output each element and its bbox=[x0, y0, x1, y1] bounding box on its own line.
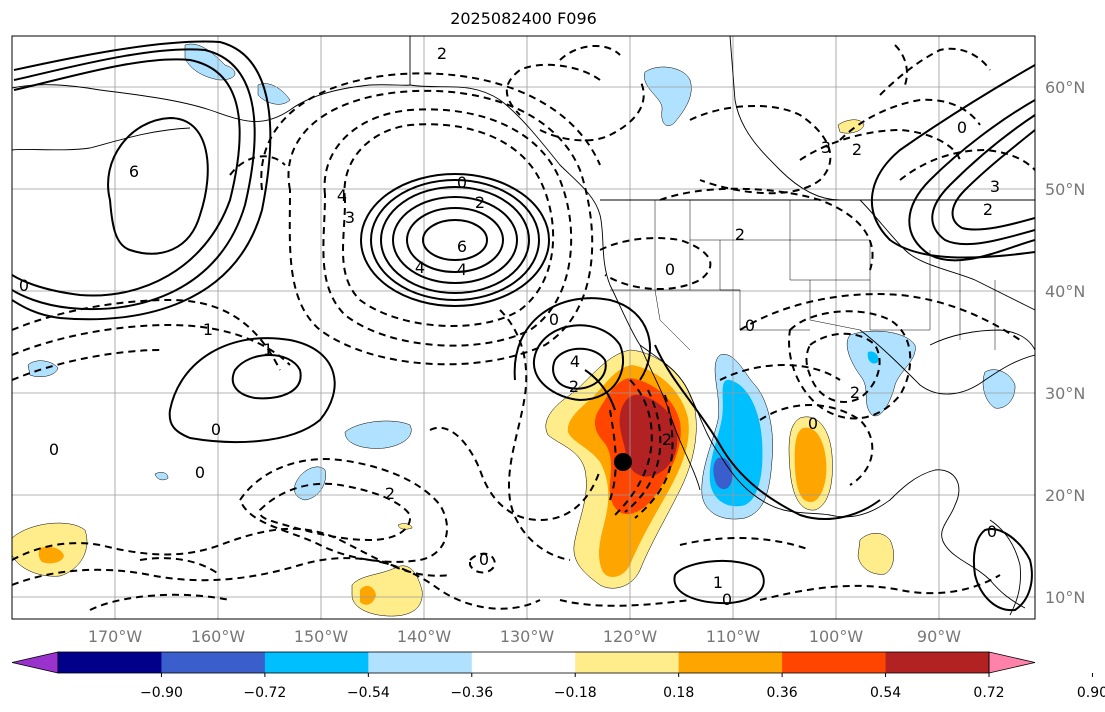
dashed-contours bbox=[12, 44, 1035, 611]
contour-label: 0 bbox=[457, 173, 467, 192]
contour-label: 0 bbox=[479, 550, 489, 569]
contour-label: 0 bbox=[745, 316, 755, 335]
negative-anomaly-fill-lightblue bbox=[644, 66, 692, 126]
contour-label: 2 bbox=[983, 200, 993, 219]
negative-anomaly-fill-lightblue bbox=[344, 420, 412, 449]
contour-label: 1 bbox=[713, 573, 723, 592]
longitude-label: 90°W bbox=[917, 627, 961, 646]
colorbar-tick-label: 0.90 bbox=[1077, 685, 1105, 701]
contour-label: 4 bbox=[457, 260, 467, 279]
contour-label: 0 bbox=[722, 590, 732, 609]
contour-label: 3 bbox=[990, 177, 1000, 196]
map-frame bbox=[11, 35, 1036, 620]
contour-label: 6 bbox=[129, 162, 139, 181]
colorbar-tick-label: −0.36 bbox=[450, 685, 493, 701]
contour-label: 2 bbox=[385, 484, 395, 503]
longitude-label: 120°W bbox=[603, 627, 658, 646]
contour-label: 0 bbox=[987, 522, 997, 541]
contour-label: 3 bbox=[821, 138, 831, 157]
contour-label: 4 bbox=[337, 186, 347, 205]
latitude-label: 30°N bbox=[1045, 384, 1085, 403]
contour-label: 2 bbox=[475, 193, 485, 212]
coastlines bbox=[12, 36, 1035, 616]
contour-label: 4 bbox=[415, 258, 425, 277]
longitude-label: 150°W bbox=[294, 627, 349, 646]
solid-contours bbox=[12, 40, 1035, 612]
latitude-label: 10°N bbox=[1045, 588, 1085, 607]
latitude-label: 60°N bbox=[1045, 78, 1085, 97]
colorbar-segment bbox=[575, 652, 680, 673]
colorbar-segment bbox=[471, 652, 576, 673]
contour-label: 2 bbox=[852, 140, 862, 159]
contour-label: 1 bbox=[203, 320, 213, 339]
colorbar-tick-label: 0.36 bbox=[767, 685, 798, 701]
colorbar-segment bbox=[161, 652, 266, 673]
longitude-label: 100°W bbox=[809, 627, 864, 646]
colorbar-tick-label: 0.72 bbox=[973, 685, 1004, 701]
colorbar-segment bbox=[782, 652, 887, 673]
colorbar-extend-low bbox=[11, 651, 59, 674]
negative-anomaly-fill-lightblue bbox=[294, 466, 326, 501]
contour-label: 2 bbox=[735, 225, 745, 244]
positive-anomaly-fill-orange bbox=[360, 585, 376, 605]
negative-anomaly-fill-darkblue bbox=[713, 457, 733, 490]
shaded-fields bbox=[12, 43, 1016, 617]
longitude-label: 130°W bbox=[500, 627, 555, 646]
negative-anomaly-fill-blue bbox=[867, 351, 879, 364]
positive-anomaly-fill-orange bbox=[794, 427, 827, 503]
colorbar-tick-label: −0.54 bbox=[347, 685, 390, 701]
point-marker bbox=[614, 453, 632, 471]
contour-label: 0 bbox=[957, 118, 967, 137]
contour-label: 0 bbox=[195, 463, 205, 482]
latitude-labels: 60°N 50°N 40°N 30°N 20°N 10°N bbox=[1045, 78, 1085, 607]
map-plot-area bbox=[12, 36, 1035, 619]
longitude-label: 160°W bbox=[191, 627, 246, 646]
longitude-label: 110°W bbox=[706, 627, 761, 646]
longitude-labels: 170°W 160°W 150°W 140°W 130°W 120°W 110°W 100°W… bbox=[88, 627, 961, 646]
positive-anomaly-fill-yellow bbox=[857, 533, 894, 575]
contour-label: 6 bbox=[457, 237, 467, 256]
negative-anomaly-fill-lightblue bbox=[154, 472, 169, 481]
colorbar-frame bbox=[57, 651, 990, 674]
contour-label: 0 bbox=[808, 414, 818, 433]
colorbar-tick-label: −0.90 bbox=[140, 685, 183, 701]
colorbar-tick-label: 0.18 bbox=[663, 685, 694, 701]
contour-label: 0 bbox=[19, 276, 29, 295]
contour-label: 1 bbox=[263, 340, 273, 359]
contour-label: 0 bbox=[665, 260, 675, 279]
positive-anomaly-fill-yellow bbox=[837, 119, 865, 134]
colorbar-tick-label: −0.18 bbox=[554, 685, 597, 701]
negative-anomaly-fill-lightblue bbox=[27, 360, 59, 377]
colorbar-tick-label: 0.54 bbox=[870, 685, 901, 701]
contour-label: 2 bbox=[569, 377, 579, 396]
contour-label: 4 bbox=[570, 352, 580, 371]
colorbar-segment bbox=[58, 652, 162, 673]
graticule bbox=[12, 36, 1035, 619]
latitude-label: 40°N bbox=[1045, 282, 1085, 301]
contour-label: 0 bbox=[211, 420, 221, 439]
contour-label: 2 bbox=[850, 383, 860, 402]
contour-label: 2 bbox=[662, 430, 672, 449]
contour-label: 3 bbox=[345, 208, 355, 227]
contour-label: 0 bbox=[49, 440, 59, 459]
longitude-label: 170°W bbox=[88, 627, 143, 646]
positive-anomaly-fill-darkred bbox=[619, 394, 678, 477]
colorbar: −0.90 −0.72 −0.54 −0.36 −0.18 0.18 0.36 0.54 0.7… bbox=[11, 651, 1105, 701]
contour-label: 0 bbox=[549, 310, 559, 329]
colorbar-segment bbox=[678, 652, 783, 673]
colorbar-extend-high bbox=[988, 651, 1036, 674]
latitude-label: 20°N bbox=[1045, 486, 1085, 505]
latitude-label: 50°N bbox=[1045, 180, 1085, 199]
longitude-label: 140°W bbox=[397, 627, 452, 646]
positive-anomaly-fill-orange bbox=[38, 546, 64, 564]
map-title: 2025082400 F096 bbox=[450, 9, 597, 28]
colorbar-segment bbox=[368, 652, 473, 673]
contour-label: 2 bbox=[437, 44, 447, 63]
colorbar-segment bbox=[885, 652, 990, 673]
colorbar-tick-label: −0.72 bbox=[243, 685, 286, 701]
colorbar-segment bbox=[264, 652, 369, 673]
